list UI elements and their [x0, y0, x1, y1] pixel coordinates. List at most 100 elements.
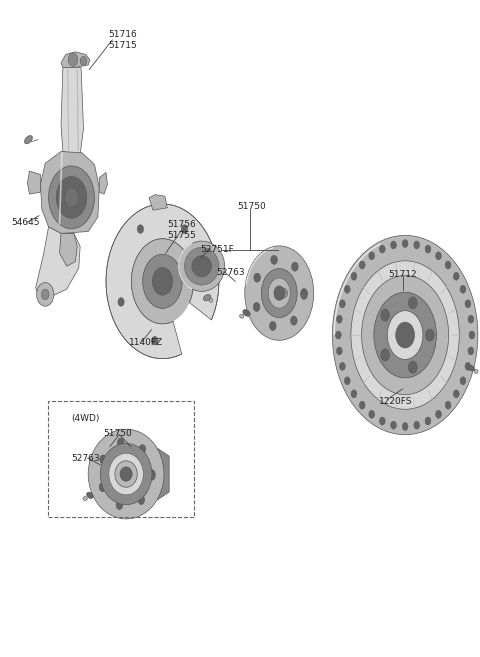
- Circle shape: [149, 470, 155, 478]
- Polygon shape: [61, 52, 90, 68]
- Circle shape: [270, 321, 276, 330]
- Polygon shape: [99, 173, 108, 194]
- Circle shape: [274, 286, 285, 300]
- Text: (4WD): (4WD): [72, 415, 100, 424]
- Circle shape: [414, 421, 420, 429]
- Circle shape: [391, 421, 396, 429]
- Text: 51755: 51755: [167, 231, 196, 240]
- Circle shape: [56, 176, 87, 218]
- Polygon shape: [36, 227, 80, 299]
- Circle shape: [64, 187, 79, 207]
- Polygon shape: [27, 171, 40, 194]
- Text: 52763: 52763: [216, 267, 245, 277]
- Circle shape: [152, 336, 158, 345]
- Circle shape: [80, 57, 87, 66]
- Circle shape: [99, 483, 106, 491]
- Polygon shape: [157, 448, 169, 500]
- Circle shape: [290, 316, 297, 325]
- Text: 1140FZ: 1140FZ: [129, 338, 163, 348]
- Ellipse shape: [240, 314, 244, 318]
- Ellipse shape: [109, 453, 144, 495]
- Circle shape: [254, 273, 261, 282]
- Circle shape: [344, 377, 350, 385]
- Circle shape: [408, 361, 417, 373]
- Circle shape: [381, 349, 389, 361]
- Ellipse shape: [100, 443, 152, 505]
- Circle shape: [41, 289, 49, 300]
- Circle shape: [414, 241, 420, 249]
- Ellipse shape: [179, 241, 225, 292]
- Circle shape: [369, 410, 374, 419]
- Circle shape: [425, 329, 434, 341]
- Circle shape: [369, 252, 374, 260]
- Circle shape: [202, 261, 208, 270]
- Circle shape: [425, 245, 431, 253]
- Circle shape: [336, 347, 342, 355]
- Circle shape: [332, 235, 478, 435]
- Polygon shape: [40, 152, 99, 233]
- Circle shape: [116, 501, 123, 510]
- Circle shape: [336, 315, 342, 323]
- Ellipse shape: [115, 461, 137, 487]
- Circle shape: [351, 261, 459, 409]
- Circle shape: [68, 53, 78, 66]
- Ellipse shape: [243, 309, 250, 316]
- Circle shape: [301, 290, 307, 300]
- Ellipse shape: [204, 294, 211, 301]
- Circle shape: [460, 285, 466, 293]
- Text: 51750: 51750: [238, 202, 266, 211]
- Ellipse shape: [209, 298, 213, 302]
- Ellipse shape: [83, 497, 87, 501]
- Circle shape: [181, 225, 188, 233]
- Circle shape: [261, 269, 297, 317]
- Circle shape: [445, 401, 451, 409]
- Text: 54645: 54645: [11, 217, 40, 227]
- Circle shape: [138, 495, 144, 505]
- Circle shape: [48, 166, 95, 229]
- Circle shape: [468, 347, 474, 355]
- Circle shape: [301, 288, 307, 298]
- Circle shape: [291, 262, 298, 271]
- Circle shape: [351, 390, 357, 398]
- Circle shape: [436, 252, 442, 260]
- Polygon shape: [149, 194, 167, 210]
- Circle shape: [379, 417, 385, 425]
- Circle shape: [360, 261, 365, 269]
- Text: 51716: 51716: [108, 30, 137, 39]
- Ellipse shape: [24, 135, 32, 144]
- Text: 51715: 51715: [108, 41, 137, 50]
- Ellipse shape: [474, 369, 478, 373]
- Circle shape: [100, 455, 107, 464]
- Circle shape: [465, 300, 471, 307]
- Circle shape: [465, 363, 471, 371]
- Ellipse shape: [184, 247, 219, 285]
- Circle shape: [360, 401, 365, 409]
- Ellipse shape: [87, 492, 93, 499]
- Text: 51750: 51750: [104, 429, 132, 438]
- Circle shape: [336, 331, 341, 339]
- Circle shape: [391, 241, 396, 249]
- Circle shape: [468, 315, 474, 323]
- Circle shape: [387, 311, 423, 359]
- Circle shape: [425, 417, 431, 425]
- Circle shape: [118, 438, 124, 447]
- Circle shape: [36, 283, 54, 306]
- Circle shape: [152, 267, 173, 295]
- Circle shape: [460, 377, 466, 385]
- Circle shape: [436, 410, 442, 419]
- Ellipse shape: [88, 429, 164, 519]
- Polygon shape: [60, 233, 77, 266]
- Ellipse shape: [192, 255, 212, 277]
- Text: 52763: 52763: [72, 454, 100, 463]
- Circle shape: [351, 272, 357, 281]
- Polygon shape: [106, 204, 219, 359]
- Circle shape: [132, 238, 193, 324]
- Circle shape: [445, 261, 451, 269]
- Circle shape: [137, 225, 144, 233]
- Text: 51712: 51712: [388, 270, 417, 279]
- Circle shape: [361, 275, 449, 395]
- Circle shape: [149, 471, 155, 480]
- Bar: [48, 401, 193, 517]
- Circle shape: [253, 302, 260, 311]
- Circle shape: [454, 272, 459, 281]
